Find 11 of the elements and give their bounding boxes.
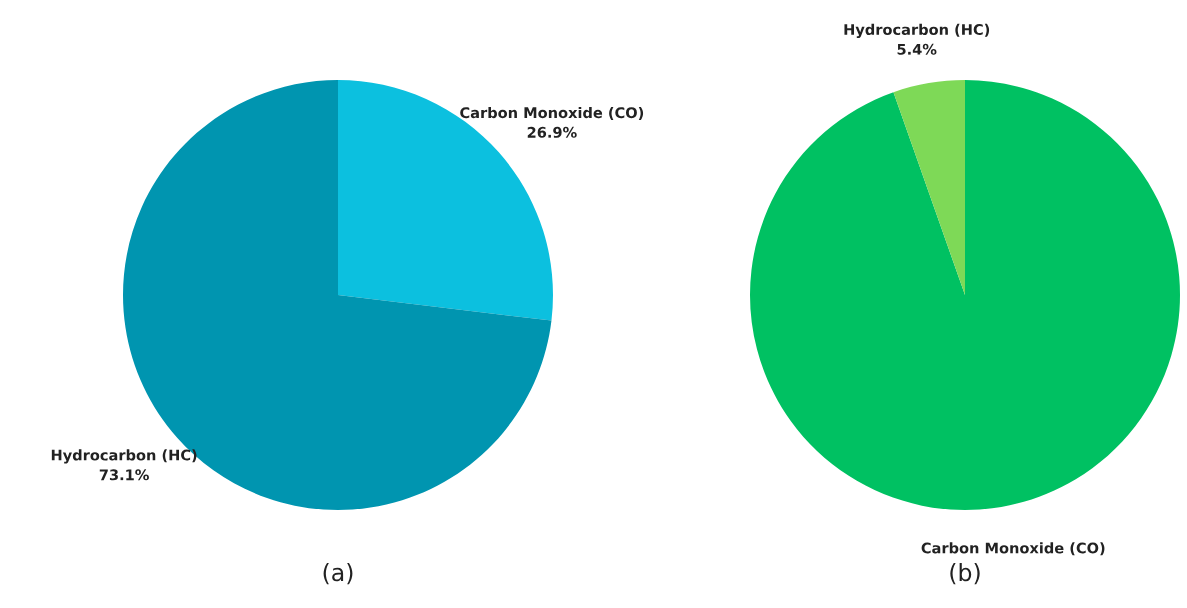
text: (a) [323,563,353,585]
data-label: 5.4% [897,43,937,55]
slice-label: Hydrocarbon (HC) [844,23,990,38]
data-label: 73.1% [99,469,149,481]
pie-slice [750,80,1180,510]
text: (b) [950,563,980,585]
pie-slice [893,80,965,295]
data-label: 26.9% [527,126,577,138]
slice-label: Carbon Monoxide (CO) [460,106,644,120]
slice-label: Hydrocarbon (HC) [51,449,197,464]
slice-label: Carbon Monoxide (CO) [921,542,1105,556]
